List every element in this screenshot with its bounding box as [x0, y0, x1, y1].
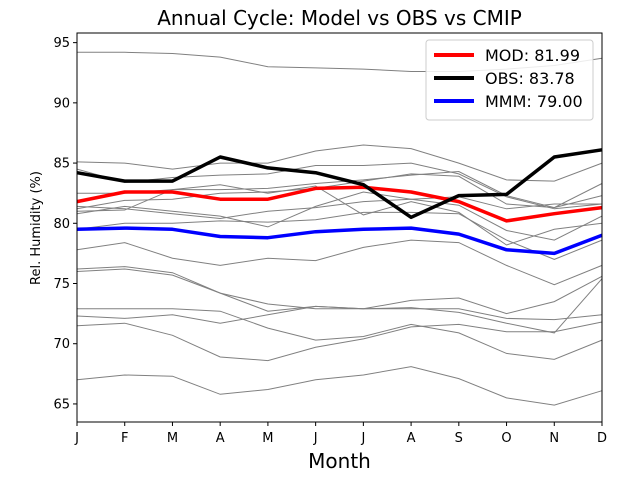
x-tick-label: N	[549, 431, 559, 446]
series-line-cmip-7	[76, 198, 603, 241]
x-axis-label: Month	[308, 449, 371, 473]
x-tick-label: F	[121, 431, 128, 446]
x-tick-label: J	[360, 431, 365, 446]
series-line-cmip-2	[76, 144, 603, 182]
x-tick-label: A	[407, 431, 416, 446]
series-line-cmip-3	[76, 162, 603, 210]
x-tick-label: M	[262, 431, 273, 446]
y-tick-label: 70	[53, 337, 70, 352]
x-tick-label: O	[501, 431, 511, 446]
highlight-series-group	[76, 148, 603, 256]
series-line-cmip-16	[76, 366, 603, 406]
y-axis: 65 70 75 80 85 90 95	[53, 36, 77, 412]
chart-title: Annual Cycle: Model vs OBS vs CMIP	[157, 6, 522, 30]
y-tick-label: 85	[53, 157, 70, 172]
x-tick-label: J	[313, 431, 318, 446]
series-line-cmip-4	[77, 170, 603, 209]
series-line-mmm	[76, 226, 603, 256]
y-tick-label: 75	[53, 277, 70, 292]
y-tick-label: 65	[53, 397, 70, 412]
y-tick-label: 95	[53, 36, 70, 51]
x-tick-label: D	[597, 431, 607, 446]
series-line-cmip-13	[77, 308, 603, 360]
legend-label-mmm: MMM: 79.00	[485, 92, 583, 111]
x-tick-label: J	[74, 431, 79, 446]
series-line-mod	[76, 185, 603, 223]
legend: MOD: 81.99 OBS: 83.78 MMM: 79.00	[425, 39, 594, 121]
series-line-obs	[76, 148, 603, 220]
x-tick-label: S	[455, 431, 463, 446]
y-tick-label: 80	[53, 217, 70, 232]
series-line-cmip-11	[76, 266, 603, 315]
x-tick-label: M	[167, 431, 178, 446]
series-line-cmip-14	[76, 305, 603, 324]
cmip-series-group	[76, 51, 603, 406]
plot-frame	[76, 32, 603, 423]
x-tick-label: A	[216, 431, 225, 446]
legend-label-obs: OBS: 83.78	[485, 69, 575, 88]
series-line-cmip-15	[76, 321, 603, 362]
series-line-cmip-8	[76, 211, 603, 260]
y-axis-label: Rel. Humidity (%)	[29, 171, 44, 285]
y-tick-label: 90	[53, 96, 70, 111]
series-line-cmip-10	[76, 239, 603, 286]
series-line-cmip-12	[76, 268, 603, 334]
legend-label-mod: MOD: 81.99	[485, 46, 580, 65]
series-line-cmip-6	[76, 191, 602, 228]
series-line-cmip-5	[76, 173, 603, 210]
